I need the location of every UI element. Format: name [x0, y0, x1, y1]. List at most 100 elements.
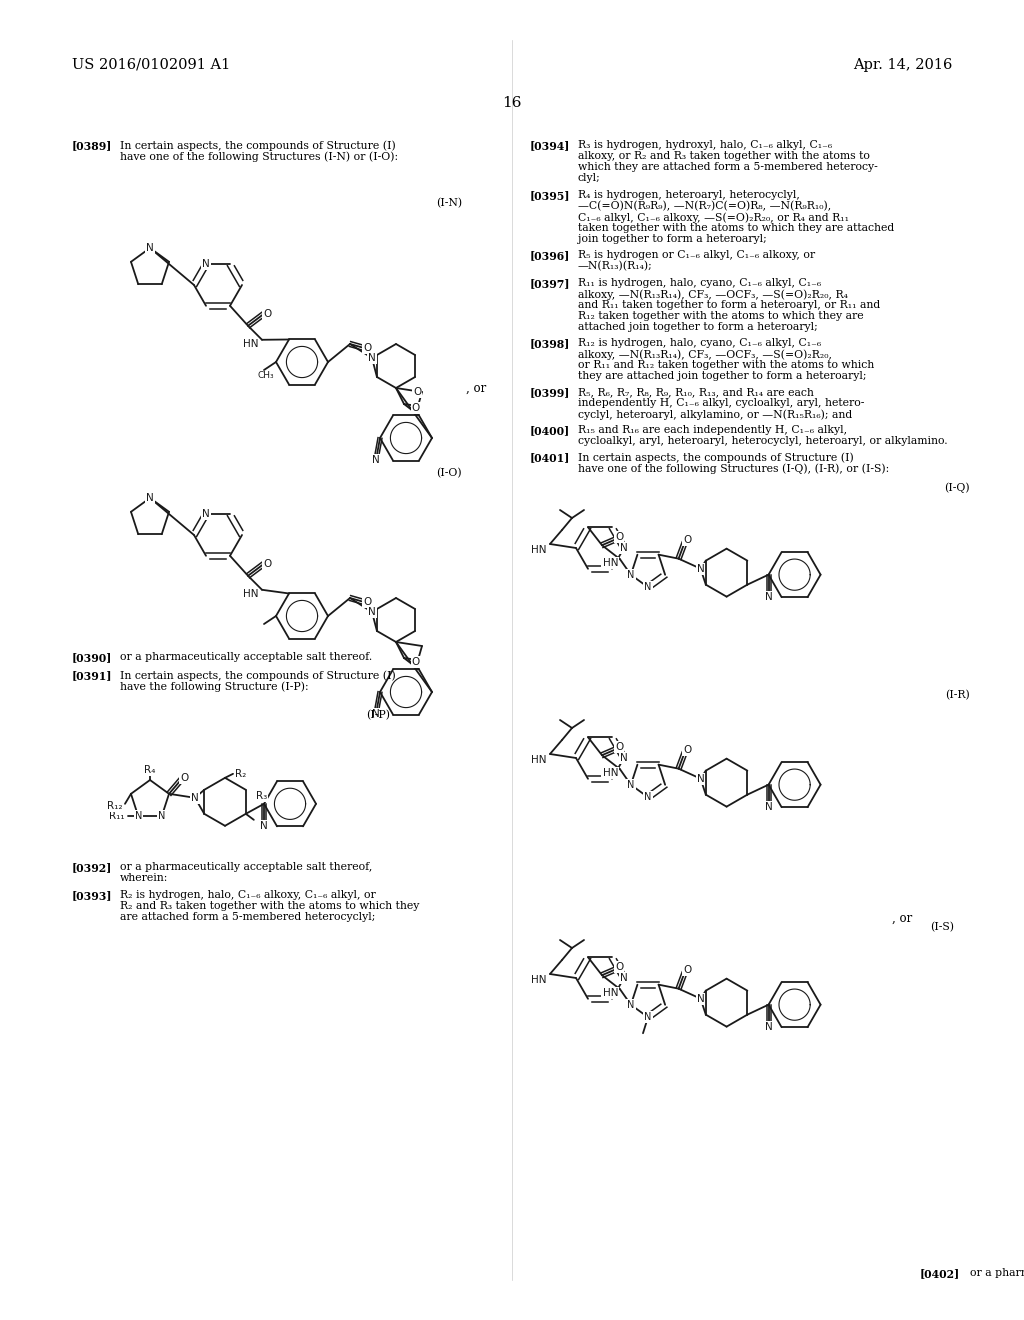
Text: or R₁₁ and R₁₂ taken together with the atoms to which: or R₁₁ and R₁₂ taken together with the a… — [578, 360, 874, 370]
Text: (I-N): (I-N) — [436, 198, 462, 209]
Text: N: N — [146, 243, 154, 253]
Text: R₃ is hydrogen, hydroxyl, halo, C₁₋₆ alkyl, C₁₋₆: R₃ is hydrogen, hydroxyl, halo, C₁₋₆ alk… — [578, 140, 833, 150]
Text: independently H, C₁₋₆ alkyl, cycloalkyl, aryl, hetero-: independently H, C₁₋₆ alkyl, cycloalkyl,… — [578, 399, 864, 408]
Text: 16: 16 — [502, 96, 522, 110]
Text: N: N — [621, 543, 628, 553]
Text: they are attached join together to form a heteroaryl;: they are attached join together to form … — [578, 371, 866, 381]
Text: In certain aspects, the compounds of Structure (I): In certain aspects, the compounds of Str… — [120, 671, 395, 681]
Text: In certain aspects, the compounds of Structure (I): In certain aspects, the compounds of Str… — [578, 451, 854, 462]
Text: O: O — [413, 387, 421, 397]
Text: O: O — [614, 962, 624, 973]
Text: O: O — [362, 597, 371, 607]
Text: R₃: R₃ — [256, 791, 267, 801]
Text: R₁₁ is hydrogen, halo, cyano, C₁₋₆ alkyl, C₁₋₆: R₁₁ is hydrogen, halo, cyano, C₁₋₆ alkyl… — [578, 279, 821, 288]
Text: —N(R₁₃)(R₁₄);: —N(R₁₃)(R₁₄); — [578, 261, 652, 272]
Text: are attached form a 5-membered heterocyclyl;: are attached form a 5-membered heterocyc… — [120, 912, 376, 921]
Text: (I-R): (I-R) — [945, 690, 970, 701]
Text: O: O — [683, 965, 691, 974]
Text: R₁₁: R₁₁ — [109, 812, 124, 821]
Text: HN: HN — [530, 975, 546, 985]
Text: O: O — [412, 657, 420, 667]
Text: O: O — [683, 535, 691, 545]
Text: which they are attached form a 5-membered heterocy-: which they are attached form a 5-membere… — [578, 162, 878, 172]
Text: N: N — [627, 999, 635, 1010]
Text: R₁₂: R₁₂ — [108, 801, 123, 810]
Text: alkoxy, or R₂ and R₃ taken together with the atoms to: alkoxy, or R₂ and R₃ taken together with… — [578, 150, 869, 161]
Text: R₄: R₄ — [144, 766, 156, 775]
Text: R₄ is hydrogen, heteroaryl, heterocyclyl,: R₄ is hydrogen, heteroaryl, heterocyclyl… — [578, 190, 800, 201]
Text: US 2016/0102091 A1: US 2016/0102091 A1 — [72, 58, 230, 73]
Text: (I-S): (I-S) — [930, 921, 954, 932]
Text: R₅ is hydrogen or C₁₋₆ alkyl, C₁₋₆ alkoxy, or: R₅ is hydrogen or C₁₋₆ alkyl, C₁₋₆ alkox… — [578, 249, 815, 260]
Text: HN: HN — [602, 989, 618, 998]
Text: N: N — [202, 259, 210, 269]
Text: N: N — [134, 812, 142, 821]
Text: R₂ and R₃ taken together with the atoms to which they: R₂ and R₃ taken together with the atoms … — [120, 902, 420, 911]
Text: and R₁₁ taken together to form a heteroaryl, or R₁₁ and: and R₁₁ taken together to form a heteroa… — [578, 300, 881, 310]
Text: [0401]: [0401] — [530, 451, 570, 463]
Text: attached join together to form a heteroaryl;: attached join together to form a heteroa… — [578, 322, 818, 333]
Text: R₂: R₂ — [236, 768, 246, 779]
Text: N: N — [627, 780, 635, 789]
Text: N: N — [644, 1012, 651, 1022]
Text: or a pharmaceutically acceptable salt thereof.: or a pharmaceutically acceptable salt th… — [970, 1269, 1024, 1278]
Text: [0402]: [0402] — [920, 1269, 961, 1279]
Text: R₅, R₆, R₇, R₈, R₉, R₁₀, R₁₃, and R₁₄ are each: R₅, R₆, R₇, R₈, R₉, R₁₀, R₁₃, and R₁₄ ar… — [578, 387, 814, 397]
Text: HN: HN — [602, 768, 618, 779]
Text: N: N — [372, 709, 380, 719]
Text: O: O — [263, 309, 271, 319]
Text: HN: HN — [602, 558, 618, 568]
Text: , or: , or — [892, 912, 912, 925]
Text: , or: , or — [466, 381, 486, 395]
Text: O: O — [263, 558, 271, 569]
Text: N: N — [191, 793, 199, 803]
Text: R₁₅ and R₁₆ are each independently H, C₁₋₆ alkyl,: R₁₅ and R₁₆ are each independently H, C₁… — [578, 425, 847, 436]
Text: [0397]: [0397] — [530, 279, 570, 289]
Text: N: N — [627, 570, 635, 579]
Text: N: N — [765, 591, 772, 602]
Text: N: N — [696, 564, 705, 574]
Text: [0398]: [0398] — [530, 338, 570, 348]
Text: N: N — [202, 510, 210, 519]
Text: alkoxy, —N(R₁₃R₁₄), CF₃, —OCF₃, —S(=O)₂R₂₀,: alkoxy, —N(R₁₃R₁₄), CF₃, —OCF₃, —S(=O)₂R… — [578, 348, 831, 359]
Text: [0394]: [0394] — [530, 140, 570, 150]
Text: [0390]: [0390] — [72, 652, 113, 663]
Text: [0395]: [0395] — [530, 190, 570, 201]
Text: [0396]: [0396] — [530, 249, 570, 261]
Text: O: O — [362, 343, 371, 352]
Text: [0393]: [0393] — [72, 890, 113, 902]
Text: N: N — [644, 792, 651, 803]
Text: CH₃: CH₃ — [258, 371, 274, 380]
Text: cycloalkyl, aryl, heteroaryl, heterocyclyl, heteroaryl, or alkylamino.: cycloalkyl, aryl, heteroaryl, heterocycl… — [578, 436, 947, 446]
Text: clyl;: clyl; — [578, 173, 601, 183]
Text: or a pharmaceutically acceptable salt thereof,: or a pharmaceutically acceptable salt th… — [120, 862, 373, 873]
Text: R₂ is hydrogen, halo, C₁₋₆ alkoxy, C₁₋₆ alkyl, or: R₂ is hydrogen, halo, C₁₋₆ alkoxy, C₁₋₆ … — [120, 890, 376, 900]
Text: O: O — [683, 744, 691, 755]
Text: or a pharmaceutically acceptable salt thereof.: or a pharmaceutically acceptable salt th… — [120, 652, 373, 663]
Text: join together to form a heteroaryl;: join together to form a heteroaryl; — [578, 234, 767, 244]
Text: N: N — [765, 801, 772, 812]
Text: (I-O): (I-O) — [436, 469, 462, 478]
Text: HN: HN — [243, 589, 258, 599]
Text: O: O — [614, 742, 624, 752]
Text: —C(=O)N(R₉R₉), —N(R₇)C(=O)R₈, —N(R₉R₁₀),: —C(=O)N(R₉R₉), —N(R₇)C(=O)R₈, —N(R₉R₁₀), — [578, 201, 831, 211]
Text: (I-P): (I-P) — [366, 710, 390, 721]
Text: [0391]: [0391] — [72, 671, 113, 681]
Text: [0389]: [0389] — [72, 140, 113, 150]
Text: [0400]: [0400] — [530, 425, 570, 436]
Text: R₁₂ is hydrogen, halo, cyano, C₁₋₆ alkyl, C₁₋₆: R₁₂ is hydrogen, halo, cyano, C₁₋₆ alkyl… — [578, 338, 821, 348]
Text: N: N — [765, 1022, 772, 1032]
Text: N: N — [372, 455, 380, 465]
Text: C₁₋₆ alkyl, C₁₋₆ alkoxy, —S(=O)₂R₂₀, or R₄ and R₁₁: C₁₋₆ alkyl, C₁₋₆ alkoxy, —S(=O)₂R₂₀, or … — [578, 213, 849, 223]
Text: HN: HN — [243, 339, 258, 348]
Text: N: N — [696, 994, 705, 1003]
Text: N: N — [260, 821, 268, 830]
Text: Apr. 14, 2016: Apr. 14, 2016 — [853, 58, 952, 73]
Text: N: N — [368, 607, 376, 616]
Text: R₁₂ taken together with the atoms to which they are: R₁₂ taken together with the atoms to whi… — [578, 312, 863, 321]
Text: O: O — [412, 403, 420, 413]
Text: N: N — [158, 812, 166, 821]
Text: N: N — [644, 582, 651, 593]
Text: N: N — [696, 774, 705, 784]
Text: [0392]: [0392] — [72, 862, 113, 873]
